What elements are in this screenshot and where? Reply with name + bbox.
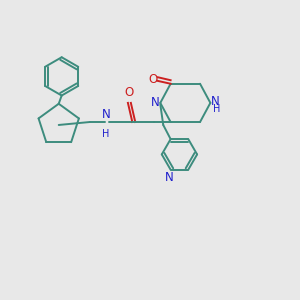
Text: O: O	[148, 73, 158, 86]
Text: N: N	[211, 95, 220, 108]
Text: H: H	[213, 104, 220, 114]
Text: H: H	[102, 128, 110, 139]
Text: N: N	[165, 171, 173, 184]
Text: N: N	[101, 108, 110, 121]
Text: N: N	[151, 96, 159, 110]
Text: O: O	[124, 86, 133, 99]
